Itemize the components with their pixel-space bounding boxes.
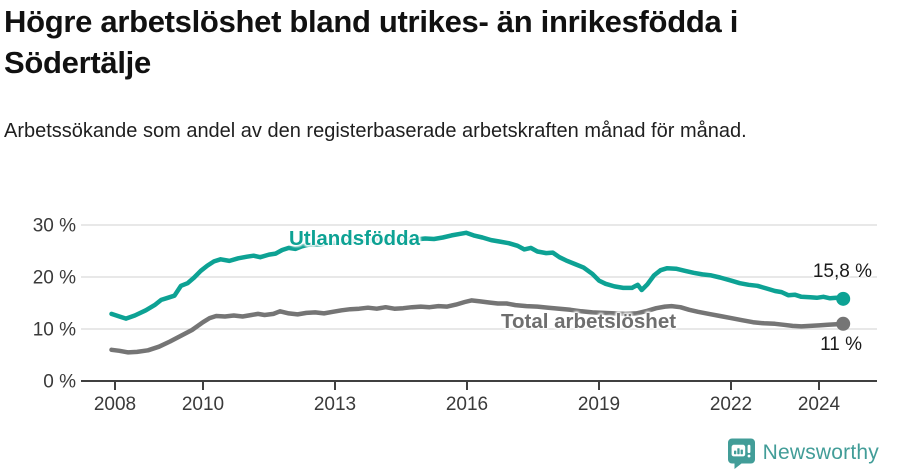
chart-subtitle: Arbetssökande som andel av den registerb… — [4, 120, 747, 142]
y-axis-tick-label: 30 % — [33, 216, 76, 237]
newsworthy-logo: Newsworthy — [727, 437, 879, 469]
series-label-total-arbetsloshet: Total arbetslöshet — [501, 310, 677, 333]
end-value-label-utlandsfodda: 15,8 % — [812, 261, 872, 282]
y-axis-tick-label: 0 % — [43, 372, 76, 393]
y-axis-tick-label: 10 % — [33, 320, 76, 341]
chart-title: Högre arbetslöshet bland utrikes- än inr… — [4, 4, 739, 80]
series-line-utlandsfodda — [109, 230, 846, 321]
x-axis-tick-label: 2024 — [798, 394, 841, 415]
brand-name: Newsworthy — [762, 441, 879, 464]
series-line-total-arbetsloshet — [109, 298, 846, 355]
x-axis-tick-label: 2019 — [578, 394, 620, 415]
end-value-label-total-arbetsloshet: 11 % — [820, 334, 862, 355]
series-end-dot-total-arbetsloshet — [836, 316, 851, 331]
x-axis-tick-label: 2016 — [446, 394, 488, 415]
newsworthy-bubble-chart-icon — [727, 438, 755, 469]
x-axis-tick-label: 2010 — [182, 394, 224, 415]
x-axis-tick-label: 2013 — [314, 394, 356, 415]
series-end-dot-utlandsfodda — [836, 291, 851, 306]
x-axis-tick-label: 2022 — [710, 394, 752, 415]
x-axis-tick-label: 2008 — [94, 394, 136, 415]
series-label-utlandsfodda: Utlandsfödda — [289, 227, 420, 250]
y-axis-tick-label: 20 % — [33, 268, 76, 289]
